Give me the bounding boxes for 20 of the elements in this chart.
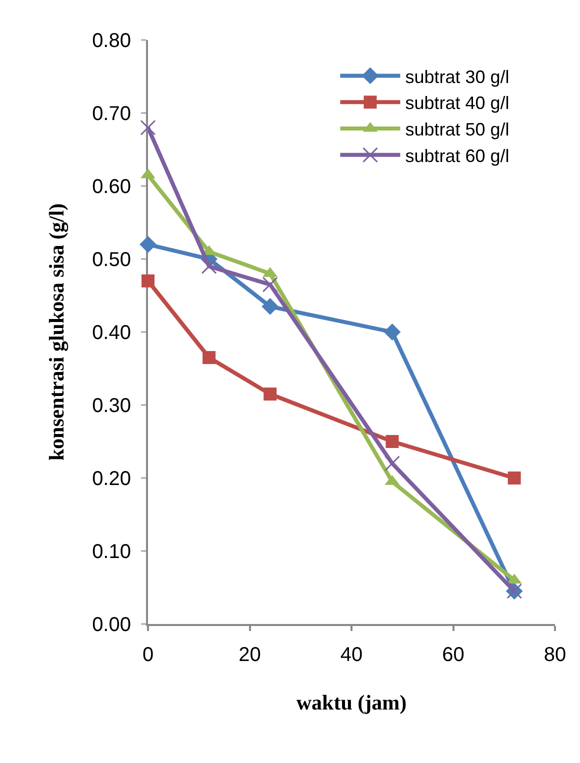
y-tick-label: 0.40 xyxy=(92,322,131,344)
y-tick-label: 0.70 xyxy=(92,103,131,125)
y-axis-title: konsentrasi glukosa sisa (g/l) xyxy=(44,203,69,461)
legend-label: subtrat 50 g/l xyxy=(405,120,510,140)
y-tick-label: 0.20 xyxy=(92,468,131,490)
y-tick-label: 0.00 xyxy=(92,614,131,636)
legend-label: subtrat 40 g/l xyxy=(405,93,510,114)
y-tick-label: 0.60 xyxy=(92,176,131,198)
legend-label: subtrat 30 g/l xyxy=(405,66,510,87)
x-tick-label: 40 xyxy=(340,644,363,666)
y-tick-label: 0.50 xyxy=(92,249,131,271)
y-tick-label: 0.30 xyxy=(92,395,131,417)
x-tick-label: 60 xyxy=(442,644,464,666)
y-tick-label: 0.80 xyxy=(92,30,131,52)
x-tick-label: 0 xyxy=(142,644,154,666)
legend-label: subtrat 60 g/l xyxy=(405,146,510,166)
x-tick-label: 20 xyxy=(238,644,261,666)
x-tick-label: 80 xyxy=(544,644,566,666)
y-tick-label: 0.10 xyxy=(92,541,131,563)
x-axis-title: waktu (jam) xyxy=(296,690,407,715)
